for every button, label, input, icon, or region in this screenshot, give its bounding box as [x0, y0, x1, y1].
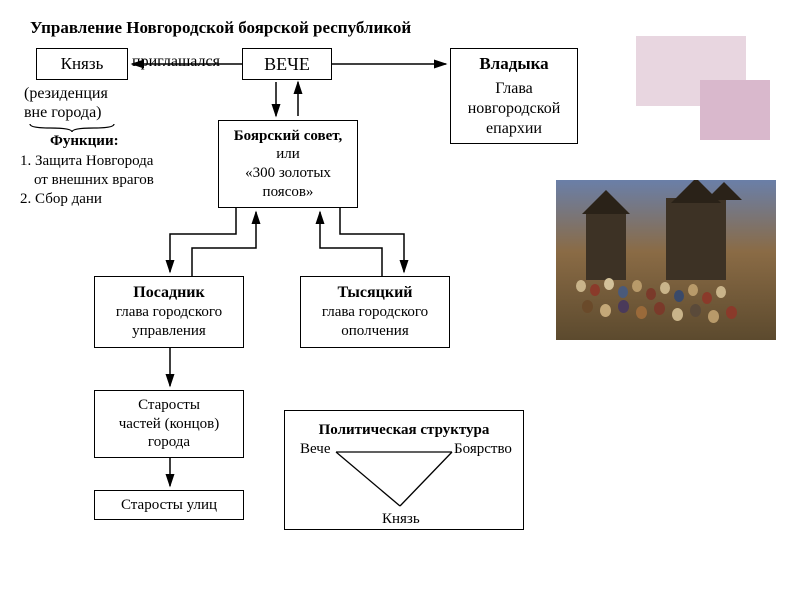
- node-sub: новгородской: [468, 99, 561, 119]
- node-sovet: Боярский совет, или «300 золотых поясов»: [218, 120, 358, 208]
- node-label: ВЕЧЕ: [264, 53, 310, 76]
- node-vladyka: Владыка Глава новгородской епархии: [450, 48, 578, 144]
- node-sub: глава городского: [116, 303, 222, 322]
- functions-title: Функции:: [50, 132, 119, 150]
- node-line: или: [276, 145, 300, 164]
- functions-list: 1. Защита Новгорода от внешних врагов 2.…: [20, 152, 154, 208]
- node-sub: управления: [132, 322, 206, 341]
- node-sub: Глава: [495, 79, 533, 99]
- node-starosty-ulits: Старосты улиц: [94, 490, 244, 520]
- polit-vertex-knyaz: Князь: [382, 510, 420, 528]
- node-line: Боярский совет,: [234, 127, 342, 146]
- polit-vertex-boyarstvo: Боярство: [454, 440, 512, 458]
- node-line: поясов»: [263, 183, 314, 202]
- historical-painting: [556, 180, 776, 340]
- annotation-priglashalsya: приглашался: [132, 52, 220, 71]
- node-knyaz: Князь: [36, 48, 128, 80]
- node-veche: ВЕЧЕ: [242, 48, 332, 80]
- polit-title: Политическая структура: [319, 421, 490, 440]
- polit-vertex-veche: Вече: [300, 440, 331, 458]
- node-title: Владыка: [479, 53, 548, 74]
- node-line: «300 золотых: [245, 164, 331, 183]
- node-label: Старосты улиц: [121, 496, 217, 515]
- node-sub: глава городского: [322, 303, 428, 322]
- node-starosty-konets: Старосты частей (концов) города: [94, 390, 244, 458]
- node-tysyatsky: Тысяцкий глава городского ополчения: [300, 276, 450, 348]
- node-title: Посадник: [133, 283, 205, 303]
- page-title: Управление Новгородской боярской республ…: [30, 18, 411, 38]
- annotation-residence: (резиденция вне города): [24, 84, 108, 122]
- node-line: частей (концов): [119, 415, 220, 434]
- node-posadnik: Посадник глава городского управления: [94, 276, 244, 348]
- node-sub: епархии: [486, 119, 542, 139]
- deco-square-2: [700, 80, 770, 140]
- node-sub: ополчения: [341, 322, 408, 341]
- node-line: города: [148, 433, 190, 452]
- node-label: Князь: [61, 53, 104, 74]
- node-line: Старосты: [138, 396, 200, 415]
- node-title: Тысяцкий: [338, 283, 413, 303]
